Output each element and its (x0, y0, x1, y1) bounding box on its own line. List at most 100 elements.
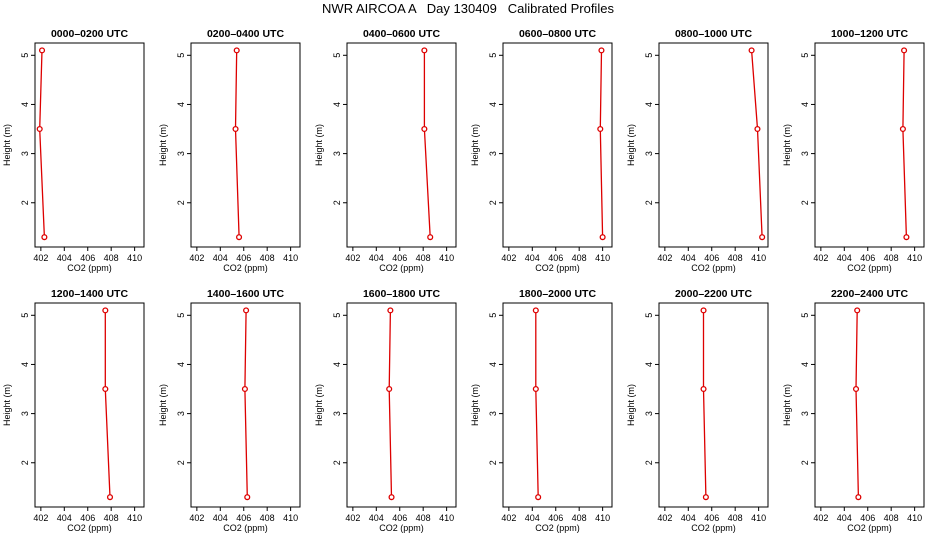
y-tick-label: 2 (488, 460, 498, 465)
data-point (232, 125, 239, 133)
x-tick-label: 406 (80, 513, 95, 523)
x-tick-label: 408 (728, 253, 743, 263)
panel-1: 0200–0400 UTC 402 404 406 408 410 2 3 4 5 CO2 (ppm… (158, 28, 301, 273)
x-tick-label: 408 (104, 513, 119, 523)
x-axis-label: CO2 (ppm) (691, 263, 736, 273)
panel-7: 1400–1600 UTC 402 404 406 408 410 2 3 4 5 CO2 (ppm… (158, 288, 301, 533)
y-tick-label: 5 (488, 53, 498, 58)
data-point (102, 307, 109, 314)
data-point (106, 494, 114, 501)
y-tick-label: 2 (644, 460, 654, 465)
y-tick-label: 3 (20, 151, 30, 156)
plot-frame (190, 42, 301, 248)
y-tick-label: 2 (488, 200, 498, 205)
y-tick-label: 4 (800, 102, 810, 107)
x-tick-label: 406 (860, 513, 875, 523)
series-line (855, 310, 860, 498)
y-axis-label: Height (m) (782, 124, 792, 166)
data-point (899, 125, 906, 133)
x-tick-label: 406 (548, 513, 563, 523)
x-axis-label: CO2 (ppm) (223, 263, 268, 273)
panel-6: 1200–1400 UTC 402 404 406 408 410 2 3 4 5 CO2 (ppm… (2, 288, 145, 533)
x-tick-label: 406 (392, 253, 407, 263)
y-tick-label: 5 (800, 53, 810, 58)
y-axis-label: Height (m) (470, 384, 480, 426)
panel-title: 1200–1400 UTC (51, 288, 128, 300)
plot-frame (658, 42, 769, 248)
y-tick-label: 5 (20, 53, 30, 58)
x-axis-label: CO2 (ppm) (847, 263, 892, 273)
data-point (598, 47, 605, 54)
y-tick-label: 4 (488, 102, 498, 107)
x-tick-label: 402 (33, 253, 48, 263)
y-axis-label: Height (m) (2, 124, 12, 166)
panel-title: 1000–1200 UTC (831, 28, 908, 40)
x-tick-label: 408 (572, 253, 587, 263)
panel-title: 1600–1800 UTC (363, 288, 440, 300)
y-tick-label: 4 (176, 362, 186, 367)
x-tick-label: 404 (57, 513, 72, 523)
panel-title: 0600–0800 UTC (519, 28, 596, 40)
plot-frame (190, 302, 301, 508)
panel-2: 0400–0600 UTC 402 404 406 408 410 2 3 4 5 CO2 (ppm… (314, 28, 457, 273)
x-tick-label: 402 (501, 253, 516, 263)
panel-0: 0000–0200 UTC 402 404 406 408 410 2 3 4 5 CO2 (ppm… (2, 28, 145, 273)
data-point (532, 385, 539, 393)
panel-3: 0600–0800 UTC 402 404 406 408 410 2 3 4 5 CO2 (ppm… (470, 28, 613, 273)
y-tick-label: 2 (176, 460, 186, 465)
y-tick-label: 4 (332, 362, 342, 367)
x-tick-label: 406 (236, 513, 251, 523)
data-point (852, 385, 860, 393)
data-point (700, 385, 707, 393)
x-tick-label: 402 (657, 513, 672, 523)
series-line (234, 50, 240, 238)
y-axis-label: Height (m) (626, 124, 636, 166)
y-tick-label: 5 (800, 313, 810, 318)
panel-8: 1600–1800 UTC 402 404 406 408 410 2 3 4 5 CO2 (ppm… (314, 288, 457, 533)
y-axis-label: Height (m) (470, 124, 480, 166)
x-tick-label: 408 (728, 513, 743, 523)
x-axis-label: CO2 (ppm) (223, 523, 268, 533)
y-tick-label: 2 (332, 460, 342, 465)
y-tick-label: 3 (20, 411, 30, 416)
x-tick-label: 410 (907, 513, 922, 523)
x-tick-label: 410 (439, 253, 454, 263)
x-tick-label: 410 (439, 513, 454, 523)
page-title: NWR AIRCOA A Day 130409 Calibrated Profi… (322, 1, 614, 16)
data-point (41, 234, 48, 241)
y-tick-label: 2 (644, 200, 654, 205)
x-tick-label: 410 (283, 253, 298, 263)
y-axis-label: Height (m) (782, 384, 792, 426)
x-tick-label: 402 (657, 253, 672, 263)
y-tick-label: 4 (644, 102, 654, 107)
series-line (39, 50, 46, 238)
plot-frame (658, 302, 769, 508)
x-tick-label: 402 (345, 513, 360, 523)
data-point (386, 385, 393, 393)
y-tick-label: 5 (332, 53, 342, 58)
data-point (702, 494, 709, 501)
data-point (244, 494, 251, 501)
panel-title: 0200–0400 UTC (207, 28, 284, 40)
plot-frame (346, 302, 457, 508)
y-tick-label: 3 (644, 151, 654, 156)
x-tick-label: 406 (704, 253, 719, 263)
y-tick-label: 5 (332, 313, 342, 318)
y-axis-label: Height (m) (314, 384, 324, 426)
x-tick-label: 406 (548, 253, 563, 263)
x-tick-label: 408 (104, 253, 119, 263)
panel-11: 2200–2400 UTC 402 404 406 408 410 2 3 4 5 CO2 (ppm… (782, 288, 925, 533)
y-tick-label: 3 (176, 151, 186, 156)
plot-frame (814, 302, 925, 508)
panel-title: 1400–1600 UTC (207, 288, 284, 300)
panel-5: 1000–1200 UTC 402 404 406 408 410 2 3 4 5 CO2 (ppm… (782, 28, 925, 273)
x-tick-label: 404 (213, 253, 228, 263)
series-line (902, 50, 908, 238)
x-tick-label: 410 (595, 513, 610, 523)
y-tick-label: 3 (332, 411, 342, 416)
y-tick-label: 5 (176, 53, 186, 58)
x-tick-label: 410 (751, 513, 766, 523)
x-axis-label: CO2 (ppm) (379, 263, 424, 273)
x-tick-label: 404 (681, 253, 696, 263)
